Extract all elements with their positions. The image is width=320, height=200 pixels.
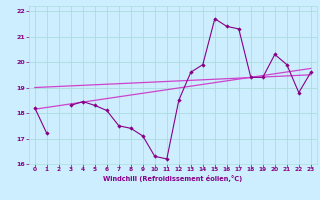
X-axis label: Windchill (Refroidissement éolien,°C): Windchill (Refroidissement éolien,°C): [103, 175, 243, 182]
